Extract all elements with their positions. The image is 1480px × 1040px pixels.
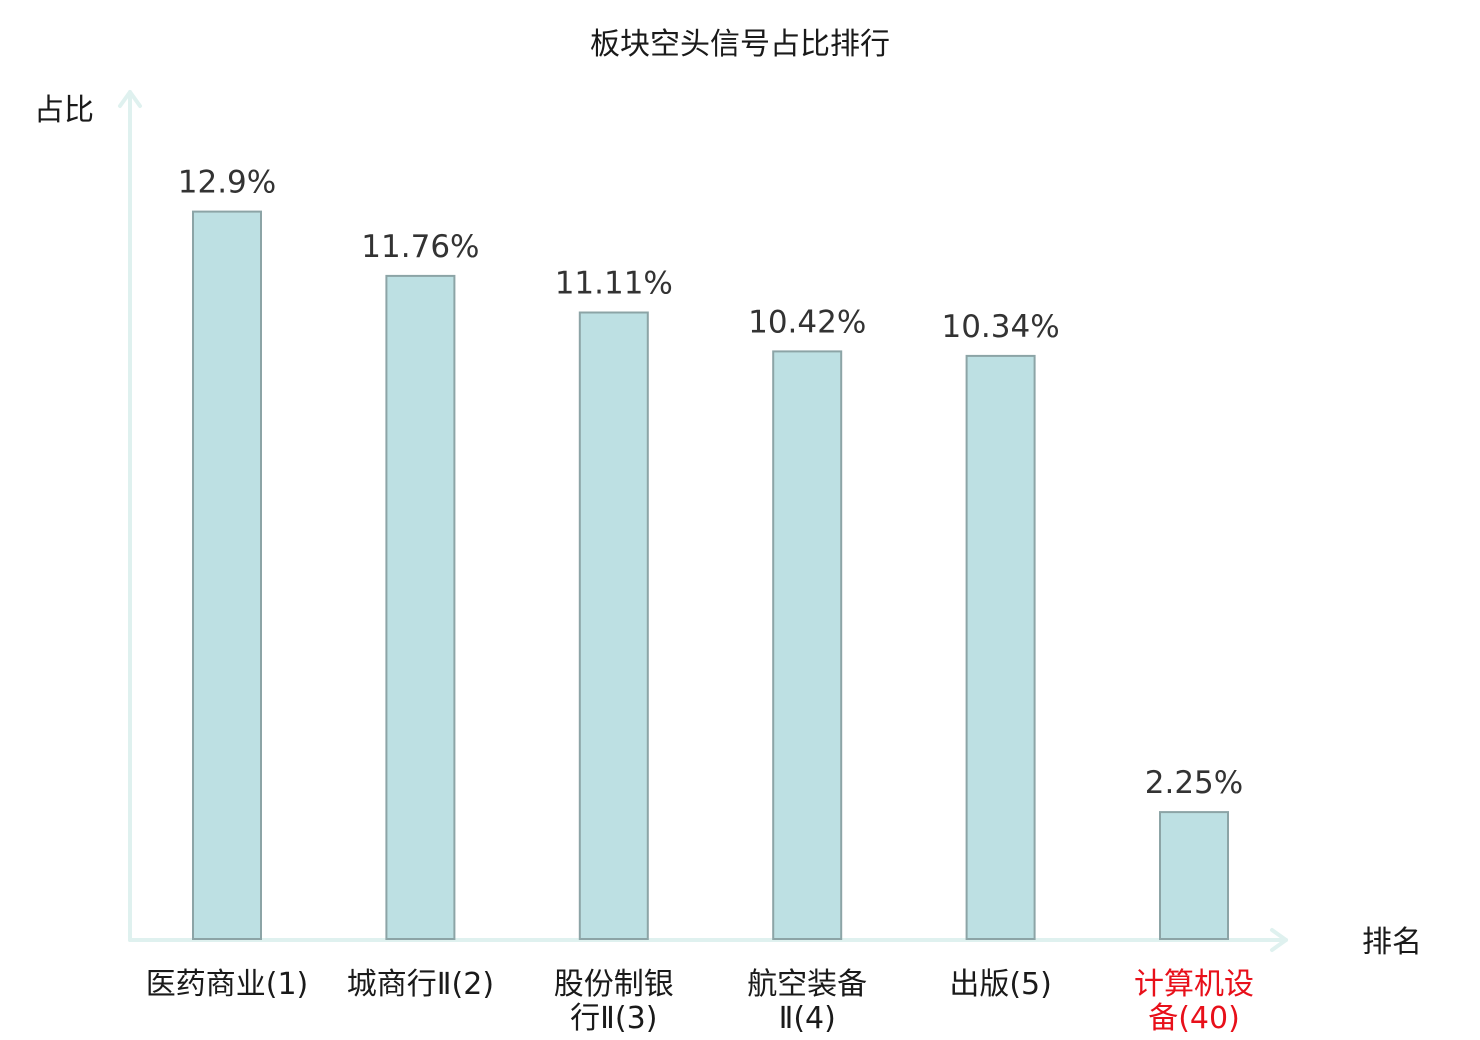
bar [385,274,456,940]
bar-value-label: 11.11% [555,266,673,302]
category-label: 出版(5) [949,967,1052,1002]
value-labels: 12.9% 11.76% 11.11% 10.42% 10.34% 2.25% [178,165,1243,801]
category-label-line: 行Ⅱ(3) [570,1001,657,1036]
x-axis-label: 排名 [1362,925,1422,960]
bar [192,210,262,941]
y-axis-label: 占比 [34,93,94,128]
bar [772,350,843,940]
bar-value-label: 10.34% [941,309,1059,345]
bar-value-label: 12.9% [178,165,276,201]
category-label-line: 城商行Ⅱ(2) [347,967,494,1002]
category-label-highlight: 计算机设备(40) [1134,967,1254,1036]
y-axis [118,90,142,942]
category-label: 航空装备 Ⅱ(4) [747,967,867,1036]
category-label-line: 出版(5) [949,967,1052,1002]
bar-value-label: 11.76% [361,229,479,265]
bar-value-label: 10.42% [748,304,866,340]
bar [1159,811,1229,940]
category-label: 股份制银行Ⅱ(3) [554,967,674,1036]
bar [578,311,649,940]
category-labels: 医药商业(1) 城商行Ⅱ(2) 股份制银行Ⅱ(3) 航空装备 Ⅱ(4) 出版(5) 计算机设… [146,967,1254,1036]
bar-value-label: 2.25% [1145,765,1243,801]
category-label-line: 医药商业(1) [146,967,309,1002]
category-label-line: Ⅱ(4) [779,1001,836,1036]
x-axis [128,928,1288,952]
chart-title: 板块空头信号占比排行 [590,27,890,62]
category-label-line: 航空装备 [747,967,867,1002]
category-label: 城商行Ⅱ(2) [347,967,494,1002]
bar [965,354,1036,940]
category-label-line: 备(40) [1148,1001,1240,1036]
category-label-line: 股份制银 [554,967,674,1002]
category-label: 医药商业(1) [146,967,309,1002]
category-label-line: 计算机设 [1134,967,1254,1002]
bar-series [192,210,1229,941]
